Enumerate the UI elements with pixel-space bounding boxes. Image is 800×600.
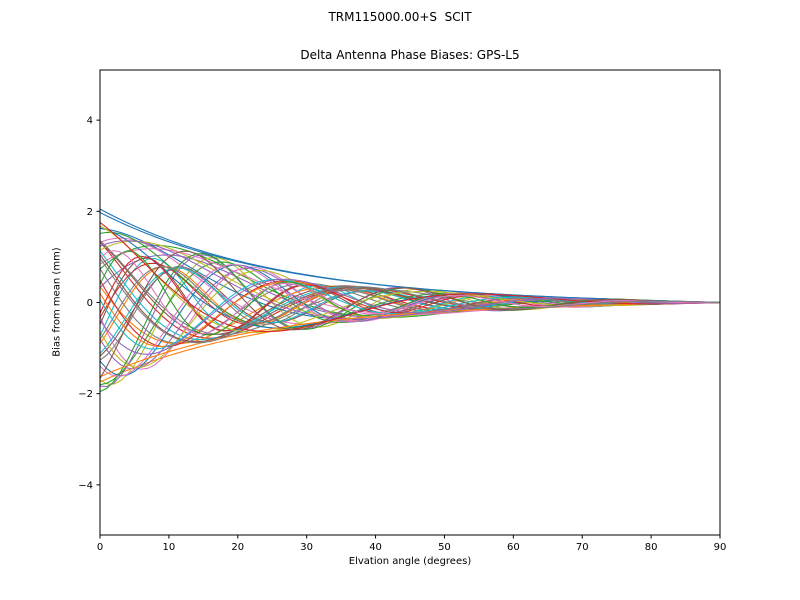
axes-title: Delta Antenna Phase Biases: GPS-L5 [300, 48, 520, 62]
x-tick-label: 80 [645, 542, 658, 553]
x-tick-label: 70 [576, 542, 589, 553]
x-tick-label: 40 [369, 542, 382, 553]
series-line [99, 269, 721, 368]
x-tick-label: 0 [97, 542, 103, 553]
series-line [99, 250, 721, 380]
series-line [99, 250, 721, 335]
x-axis-label: Elvation angle (degrees) [348, 556, 472, 567]
y-axis-label: Bias from mean (mm) [51, 247, 63, 357]
x-tick-label: 60 [507, 542, 520, 553]
x-tick-label: 90 [714, 542, 727, 553]
x-tick-label: 30 [300, 542, 313, 553]
x-tick-label: 50 [438, 542, 451, 553]
y-tick-label: 4 [87, 116, 93, 127]
x-tick-label: 20 [231, 542, 244, 553]
x-tick-label: 10 [163, 542, 176, 553]
series-line [99, 221, 721, 333]
y-tick-label: −2 [78, 389, 93, 400]
y-tick-label: 2 [87, 207, 93, 218]
y-tick-label: 0 [87, 298, 93, 309]
series-line [99, 266, 721, 370]
series-line [99, 257, 721, 344]
series-line [99, 250, 721, 336]
series-line [99, 225, 721, 333]
figure-suptitle: TRM115000.00+S SCIT [328, 10, 472, 24]
y-tick-label: −4 [78, 480, 93, 491]
